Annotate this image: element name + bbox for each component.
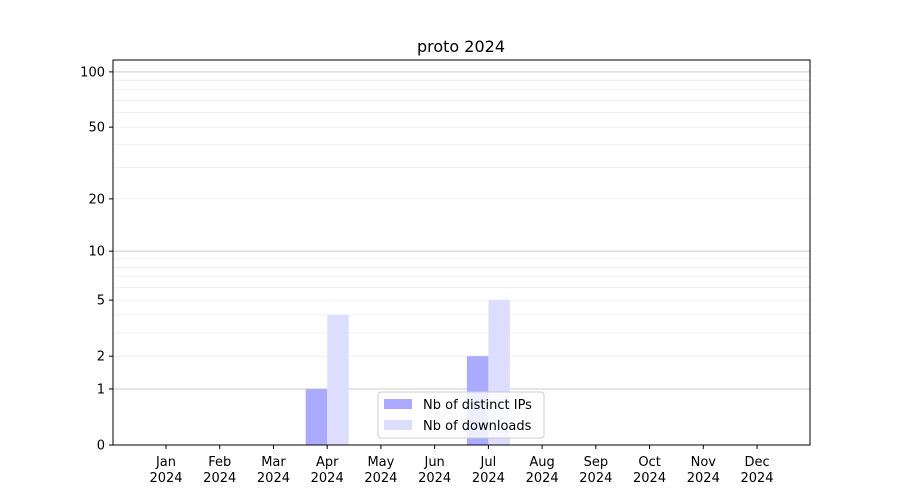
- x-tick-label: 2024: [364, 471, 397, 486]
- plot-frame: [112, 59, 811, 446]
- x-tick-label: Mar: [261, 455, 286, 470]
- x-tick-label: 2024: [203, 471, 236, 486]
- x-tick-label: May: [367, 455, 394, 470]
- x-tick-label: Jan: [155, 455, 176, 470]
- x-tick-label: Nov: [691, 455, 717, 470]
- x-tick-label: 2024: [687, 471, 720, 486]
- legend-swatch: [384, 420, 412, 430]
- y-tick-label: 20: [88, 192, 105, 207]
- legend: Nb of distinct IPs Nb of downloads: [377, 391, 545, 439]
- legend-swatch: [384, 399, 412, 409]
- x-tick-label: Dec: [744, 455, 769, 470]
- legend-label: Nb of downloads: [423, 419, 532, 434]
- x-tick-label: Oct: [638, 455, 660, 470]
- y-tick-label: 50: [88, 121, 105, 136]
- x-tick-label: 2024: [311, 471, 344, 486]
- chart-title: proto 2024: [417, 37, 505, 56]
- x-tick-label: Jul: [480, 455, 497, 470]
- y-tick-label: 2: [97, 350, 105, 365]
- x-tick-label: 2024: [418, 471, 451, 486]
- y-tick-label: 1: [97, 382, 105, 397]
- bar-downloads: [327, 314, 349, 445]
- x-tick-label: Apr: [316, 455, 339, 470]
- x-tick-label: Feb: [208, 455, 231, 470]
- x-tick-label: 2024: [257, 471, 290, 486]
- x-tick-label: Aug: [529, 455, 554, 470]
- bar-distinct-ips: [305, 388, 328, 445]
- x-tick-label: Jun: [423, 455, 444, 470]
- y-tick-label: 10: [88, 245, 105, 260]
- x-tick-label: 2024: [149, 471, 182, 486]
- x-tick-label: 2024: [740, 471, 773, 486]
- y-tick-label: 100: [80, 65, 105, 80]
- x-tick-label: 2024: [472, 471, 505, 486]
- y-tick-label: 0: [97, 439, 105, 454]
- x-tick-label: 2024: [633, 471, 666, 486]
- x-tick-label: Sep: [584, 455, 609, 470]
- x-tick-label: 2024: [526, 471, 559, 486]
- y-tick-label: 5: [97, 294, 105, 309]
- legend-label: Nb of distinct IPs: [423, 398, 532, 413]
- legend-box: [377, 391, 545, 439]
- x-tick-label: 2024: [579, 471, 612, 486]
